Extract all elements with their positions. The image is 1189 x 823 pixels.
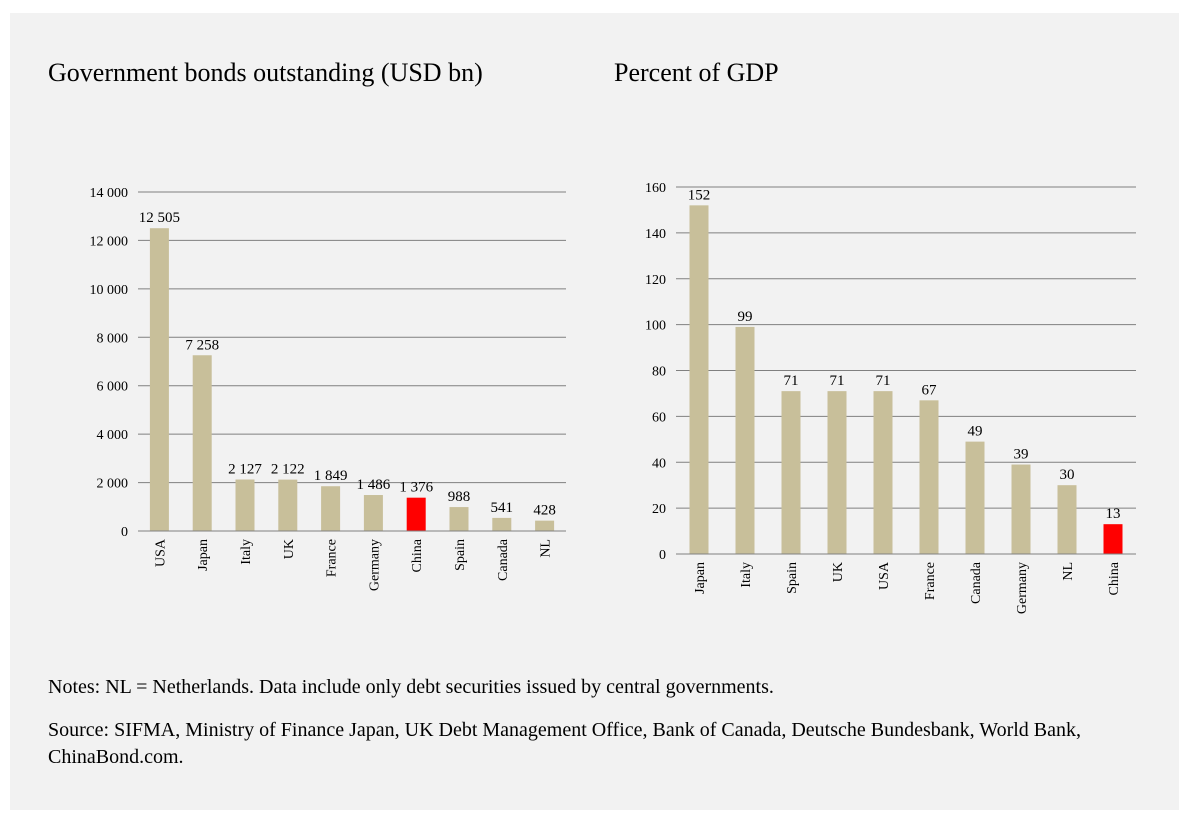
bonds-category-label: USA — [153, 538, 168, 567]
bonds-data-label: 1 376 — [399, 480, 433, 496]
gdp-ytick-label: 0 — [659, 548, 666, 563]
gdp-bar-spain — [781, 391, 801, 554]
gdp-category-label: Germany — [1015, 562, 1030, 614]
bonds-bar-uk — [278, 479, 298, 531]
gdp-bar-germany — [1011, 464, 1031, 554]
gdp-bar-italy — [735, 326, 755, 554]
gdp-ytick-label: 20 — [652, 502, 666, 517]
bonds-category-label: Canada — [496, 538, 511, 581]
bonds-category-label: Germany — [367, 539, 382, 591]
chart-1-title: Government bonds outstanding (USD bn) — [48, 58, 483, 87]
bonds-bar-usa — [149, 228, 169, 531]
bonds-ytick-label: 10 000 — [90, 283, 129, 298]
chart-2-title: Percent of GDP — [614, 58, 779, 87]
gdp-bar-uk — [827, 391, 847, 554]
gdp-ytick-label: 100 — [645, 319, 666, 334]
bonds-category-label: France — [325, 539, 340, 577]
bonds-ytick-label: 4 000 — [97, 428, 129, 443]
gdp-category-label: China — [1107, 561, 1122, 595]
bonds-ytick-label: 12 000 — [90, 234, 129, 249]
bonds-ytick-label: 2 000 — [97, 477, 129, 492]
bonds-bar-nl — [535, 520, 555, 531]
bonds-data-label: 428 — [533, 503, 556, 519]
bonds-bar-france — [321, 486, 341, 531]
gdp-category-label: UK — [831, 562, 846, 582]
bonds-category-label: Spain — [453, 539, 468, 571]
gdp-category-label: France — [923, 562, 938, 600]
gdp-data-label: 30 — [1060, 467, 1075, 483]
gdp-category-label: Spain — [785, 562, 800, 594]
bonds-data-label: 541 — [491, 500, 514, 516]
gdp-category-label: Italy — [739, 562, 754, 588]
bonds-bar-spain — [449, 507, 469, 531]
gdp-bar-china — [1103, 524, 1123, 554]
bonds-bar-canada — [492, 517, 512, 531]
gdp-data-label: 67 — [922, 382, 938, 398]
gdp-bar-usa — [873, 391, 893, 554]
bonds-category-label: Japan — [196, 539, 211, 571]
gdp-ytick-label: 40 — [652, 456, 666, 471]
bonds-data-label: 2 127 — [228, 461, 262, 477]
gdp-ytick-label: 60 — [652, 410, 666, 425]
gdp-category-label: USA — [877, 561, 892, 590]
gdp-bar-canada — [965, 441, 985, 554]
gdp-data-label: 99 — [738, 309, 753, 325]
bonds-ytick-label: 6 000 — [97, 380, 129, 395]
bonds-ytick-label: 14 000 — [90, 186, 129, 201]
gdp-category-label: Canada — [969, 561, 984, 604]
gdp-bar-nl — [1057, 485, 1077, 554]
bonds-data-label: 988 — [448, 489, 471, 505]
bonds-data-label: 1 486 — [357, 477, 391, 493]
gdp-category-label: Japan — [693, 562, 708, 594]
bonds-bar-italy — [235, 479, 255, 531]
bonds-category-label: NL — [539, 539, 554, 558]
gdp-ytick-label: 120 — [645, 273, 666, 288]
gdp-ytick-label: 80 — [652, 365, 666, 380]
gdp-data-label: 71 — [830, 373, 845, 389]
bonds-data-label: 1 849 — [314, 468, 348, 484]
bonds-category-label: Italy — [239, 539, 254, 565]
notes-text: Notes: NL = Netherlands. Data include on… — [48, 676, 774, 698]
source-text: Source: SIFMA, Ministry of Finance Japan… — [48, 719, 1081, 768]
gdp-data-label: 49 — [968, 424, 983, 440]
gdp-ytick-label: 140 — [645, 227, 666, 242]
bonds-data-label: 7 258 — [185, 337, 219, 353]
bonds-data-label: 2 122 — [271, 462, 305, 478]
gdp-data-label: 71 — [876, 373, 891, 389]
gdp-bar-japan — [689, 205, 709, 554]
bonds-data-label: 12 505 — [139, 210, 180, 226]
gdp-category-label: NL — [1061, 562, 1076, 581]
gdp-data-label: 152 — [688, 187, 711, 203]
gdp-data-label: 39 — [1014, 447, 1029, 463]
bonds-ytick-label: 8 000 — [97, 331, 129, 346]
bonds-bar-japan — [192, 355, 212, 531]
bonds-bar-china — [406, 497, 426, 531]
gdp-bar-france — [919, 400, 939, 554]
gdp-ytick-label: 160 — [645, 181, 666, 196]
bonds-bar-germany — [363, 495, 383, 531]
bonds-category-label: China — [410, 538, 425, 572]
gdp-data-label: 71 — [784, 373, 799, 389]
bonds-ytick-label: 0 — [121, 525, 128, 540]
gdp-data-label: 13 — [1106, 506, 1121, 522]
bonds-category-label: UK — [282, 539, 297, 559]
